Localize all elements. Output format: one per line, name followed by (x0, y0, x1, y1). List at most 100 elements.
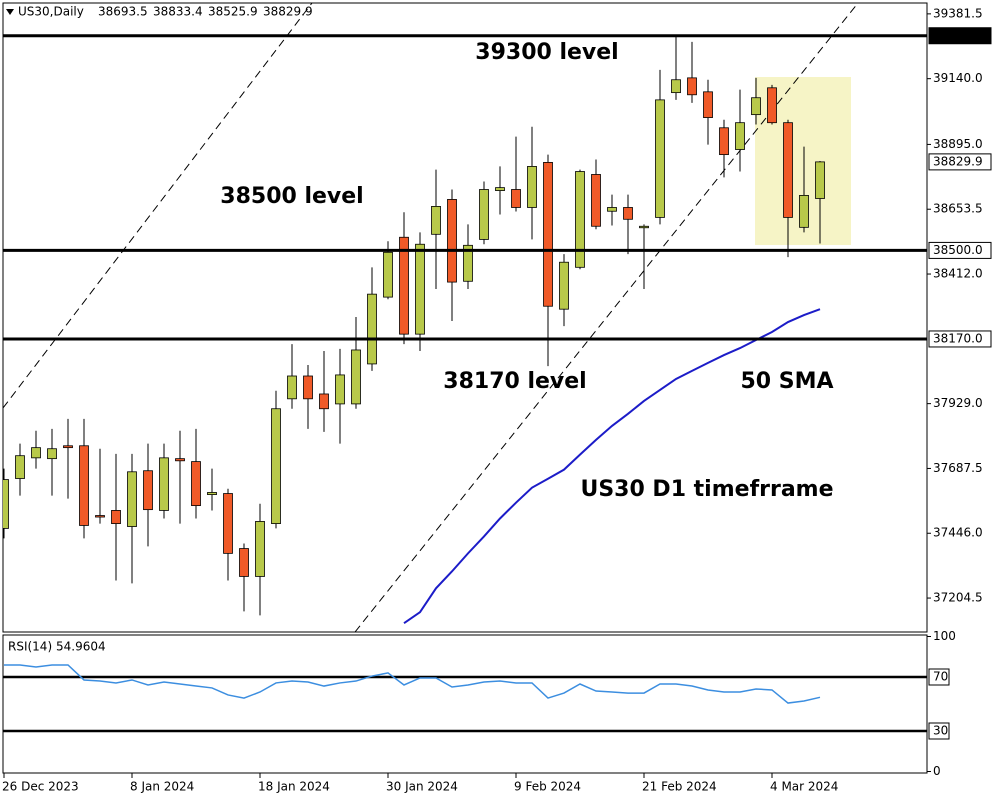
candle-body (31, 447, 41, 459)
candle-body (159, 457, 169, 511)
candle-body (47, 448, 57, 460)
candle-body (3, 479, 9, 529)
candle-body (687, 77, 697, 96)
candle-body (399, 236, 409, 335)
candle-body (303, 375, 313, 400)
candle-body (79, 445, 89, 526)
candle-body (703, 91, 713, 118)
annotation: US30 D1 timefrrame (580, 477, 833, 502)
candle-body (351, 349, 361, 405)
price-label-box (928, 153, 992, 171)
candle-body (191, 461, 201, 507)
y-tick-label: 100 (933, 629, 956, 643)
candle-body (559, 261, 569, 310)
y-tick-label: 0 (933, 764, 941, 778)
rsi-value: 54.9604 (56, 640, 106, 654)
candle-body (447, 199, 457, 283)
candle-body (799, 195, 809, 228)
candle-body (383, 251, 393, 298)
level-label: 38500.0 (933, 243, 983, 257)
y-tick-label: 39140.0 (933, 71, 983, 85)
candle-body (527, 166, 537, 208)
annotation: 38170 level (443, 369, 586, 394)
y-tick-label: 37929.0 (933, 396, 983, 410)
candle-body (543, 161, 553, 307)
candle-body (111, 510, 121, 524)
y-tick-label: 37204.5 (933, 591, 983, 605)
series-label: 50 SMA (740, 369, 833, 394)
candle-body (239, 548, 249, 577)
candle-body (271, 408, 281, 524)
trendline (354, 3, 859, 632)
candle-body (591, 174, 601, 227)
main-panel-frame (2, 2, 928, 633)
candle-body (287, 375, 297, 400)
candle-body (751, 97, 761, 116)
y-tick-label: 37446.0 (933, 526, 983, 540)
level-label: 38170.0 (933, 331, 983, 345)
candle-body (639, 225, 649, 229)
candle-body (223, 493, 233, 554)
y-tick-label: 38653.5 (933, 202, 983, 216)
candle-body (735, 122, 745, 150)
trendline (3, 3, 313, 409)
header-open: 38693.5 (98, 5, 148, 19)
candle-body (815, 161, 825, 199)
y-tick-label: 38412.0 (933, 267, 983, 281)
trendlines (3, 3, 859, 632)
rsi-title: RSI(14) (8, 640, 52, 654)
candle-body (415, 243, 425, 335)
y-tick-label: 39381.5 (933, 6, 983, 20)
x-tick-label: 30 Jan 2024 (386, 780, 458, 794)
candle-body (767, 87, 777, 124)
rsi-level-box (928, 668, 950, 686)
candle-body (127, 471, 137, 527)
candle-body (63, 445, 73, 449)
y-tick-label: 37687.5 (933, 461, 983, 475)
candle-body (783, 122, 793, 218)
plot-area (3, 36, 825, 624)
candle-body (671, 79, 681, 94)
header-low: 38525.9 (208, 5, 258, 19)
candle-body (623, 207, 633, 220)
candle-body (431, 206, 441, 235)
x-tick-label: 18 Jan 2024 (258, 780, 330, 794)
level-label-box (928, 27, 992, 45)
x-tick-label: 21 Feb 2024 (642, 780, 717, 794)
annotation: 38500 level (220, 184, 363, 209)
rsi-line (4, 664, 821, 704)
candle-body (479, 189, 489, 240)
candle-body (95, 515, 105, 518)
candle-body (607, 207, 617, 212)
candle-body (335, 374, 345, 405)
y-tick-label: 38895.0 (933, 137, 983, 151)
rsi-level-label: 70 (933, 670, 948, 684)
annotation: 39300 level (475, 40, 618, 65)
header-icon (6, 9, 14, 15)
candle-body (143, 470, 153, 511)
header-close: 38829.9 (263, 5, 313, 19)
rsi-level-box (928, 722, 950, 740)
candle-body (719, 127, 729, 156)
candle-body (655, 99, 665, 218)
candle-body (511, 189, 521, 208)
candle-body (207, 492, 217, 496)
candle-body (175, 458, 185, 462)
x-tick-label: 26 Dec 2023 (2, 780, 79, 794)
candle-body (575, 171, 585, 268)
x-tick-label: 8 Jan 2024 (130, 780, 194, 794)
level-label-box (928, 241, 992, 259)
current-price-label: 38829.9 (933, 154, 983, 168)
chart-title: US30,Daily (18, 5, 84, 19)
x-tick-label: 4 Mar 2024 (770, 780, 838, 794)
candle-body (15, 455, 25, 479)
x-tick-label: 9 Feb 2024 (514, 780, 581, 794)
candle-body (255, 521, 265, 577)
candle-body (319, 393, 329, 410)
candle-body (463, 244, 473, 282)
candle-body (367, 293, 377, 365)
level-label-box (928, 330, 992, 348)
header-high: 38833.4 (153, 5, 203, 19)
